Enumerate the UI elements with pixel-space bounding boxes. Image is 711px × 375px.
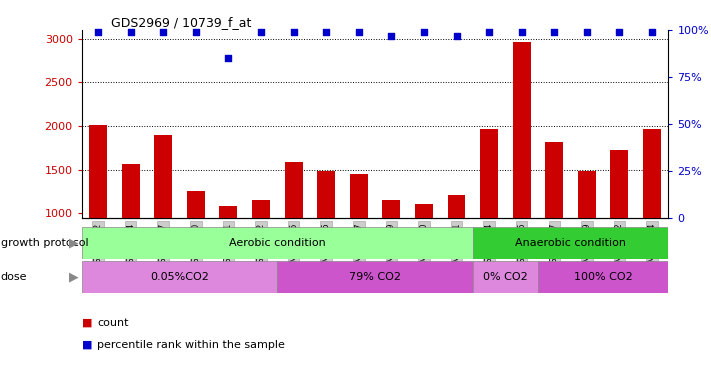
Point [385, 33, 397, 39]
Bar [284, 162, 303, 218]
Point [223, 55, 234, 61]
Point [321, 29, 332, 35]
Point [646, 29, 658, 35]
Text: Anaerobic condition: Anaerobic condition [515, 238, 626, 248]
Bar [82, 261, 277, 292]
Bar [350, 174, 368, 217]
Text: 100% CO2: 100% CO2 [574, 272, 633, 282]
Bar [611, 150, 629, 217]
Bar [187, 191, 205, 217]
Point [581, 29, 592, 35]
Bar [545, 142, 563, 218]
Bar [277, 261, 473, 292]
Bar [252, 200, 270, 217]
Point [451, 33, 462, 39]
Point [288, 29, 299, 35]
Bar [415, 204, 433, 218]
Bar [82, 227, 473, 259]
Bar [538, 261, 668, 292]
Bar [89, 126, 107, 218]
Point [614, 29, 625, 35]
Bar [122, 164, 139, 218]
Bar [473, 227, 668, 259]
Bar [447, 195, 466, 217]
Point [483, 29, 495, 35]
Point [516, 29, 528, 35]
Text: ■: ■ [82, 318, 92, 327]
Bar [154, 135, 172, 218]
Point [125, 29, 137, 35]
Point [353, 29, 365, 35]
Point [190, 29, 201, 35]
Point [418, 29, 429, 35]
Bar [513, 42, 530, 218]
Bar [480, 129, 498, 218]
Point [549, 29, 560, 35]
Text: Aerobic condition: Aerobic condition [229, 238, 326, 248]
Point [158, 29, 169, 35]
Text: 0% CO2: 0% CO2 [483, 272, 528, 282]
Text: dose: dose [1, 272, 27, 282]
Text: ■: ■ [82, 340, 92, 350]
Bar [578, 171, 596, 217]
Text: count: count [97, 318, 129, 327]
Bar [383, 200, 400, 217]
Text: GDS2969 / 10739_f_at: GDS2969 / 10739_f_at [111, 16, 252, 29]
Bar [220, 206, 237, 218]
Text: 0.05%CO2: 0.05%CO2 [150, 272, 209, 282]
Text: ▶: ▶ [68, 236, 78, 249]
Bar [643, 129, 661, 218]
Text: 79% CO2: 79% CO2 [349, 272, 401, 282]
Text: growth protocol: growth protocol [1, 238, 88, 248]
Point [255, 29, 267, 35]
Bar [473, 261, 538, 292]
Text: ▶: ▶ [68, 270, 78, 283]
Bar [317, 171, 335, 217]
Text: percentile rank within the sample: percentile rank within the sample [97, 340, 285, 350]
Point [92, 29, 104, 35]
